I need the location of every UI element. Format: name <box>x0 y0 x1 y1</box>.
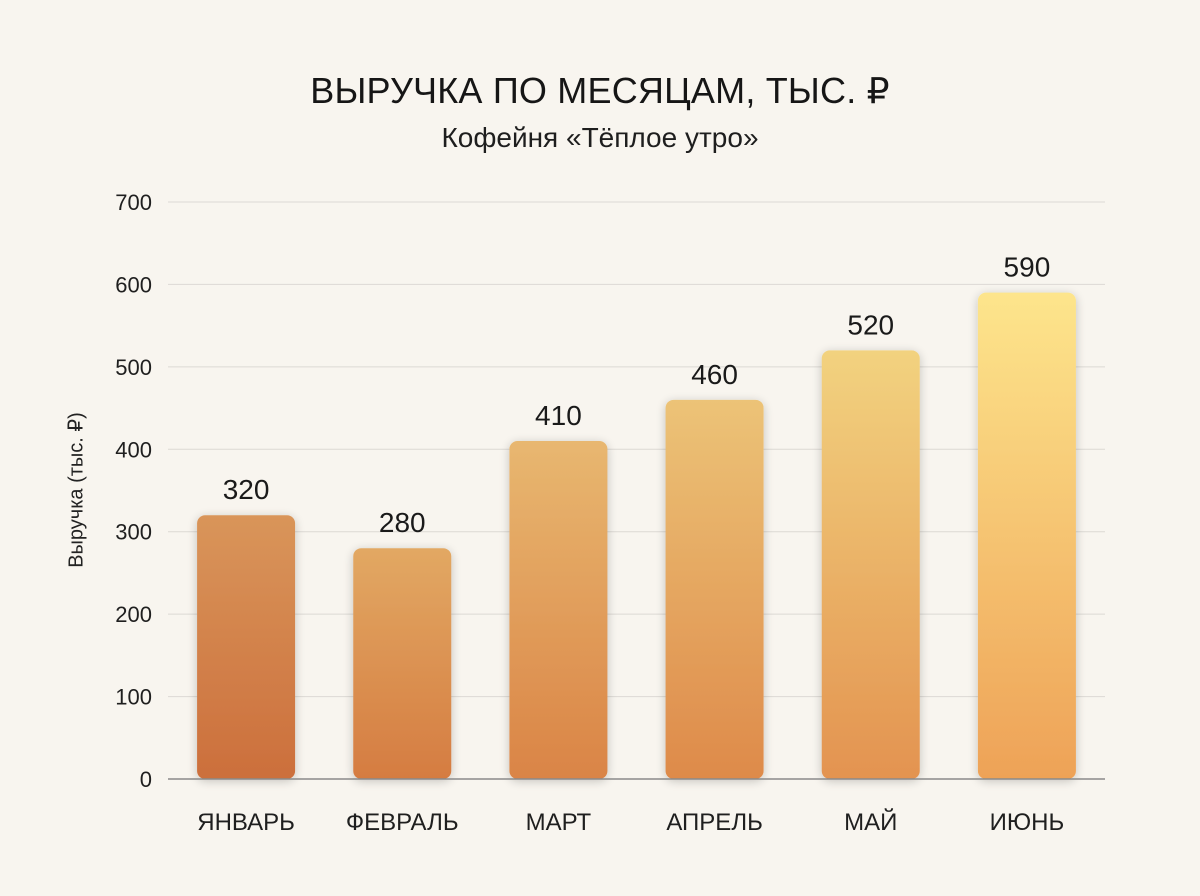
bar-6 <box>977 292 1076 779</box>
bar-value-label: 460 <box>691 359 738 390</box>
bar-value-label: 280 <box>379 507 426 538</box>
y-tick-label: 500 <box>115 355 152 380</box>
bar-5 <box>821 350 920 779</box>
x-category-label: ИЮНЬ <box>990 809 1065 836</box>
x-axis-categories: ЯНВАРЬ ФЕВРАЛЬ МАРТ АПРЕЛЬ МАЙ ИЮНЬ <box>197 808 1064 836</box>
x-category-label: ЯНВАРЬ <box>197 809 295 836</box>
bar-value-label: 590 <box>1004 252 1051 283</box>
x-category-label: МАЙ <box>844 808 897 836</box>
bar-3 <box>509 441 608 779</box>
bars <box>197 292 1076 779</box>
y-tick-label: 100 <box>115 685 152 710</box>
y-tick-label: 400 <box>115 437 152 462</box>
bar-value-label: 320 <box>223 474 270 505</box>
x-category-label: АПРЕЛЬ <box>666 809 763 836</box>
x-category-label: ФЕВРАЛЬ <box>346 809 459 836</box>
chart-subtitle: Кофейня «Тёплое утро» <box>441 122 759 153</box>
x-category-label: МАРТ <box>526 809 592 836</box>
bar-4 <box>665 399 764 779</box>
chart-title: ВЫРУЧКА ПО МЕСЯЦАМ, ТЫС. ₽ <box>310 70 890 111</box>
bar-value-label: 410 <box>535 400 582 431</box>
y-axis-ticks: 0 100 200 300 400 500 600 700 <box>115 190 152 792</box>
y-tick-label: 600 <box>115 272 152 297</box>
y-tick-label: 0 <box>140 767 152 792</box>
bar-value-label: 520 <box>847 309 894 340</box>
bar-2 <box>353 548 452 779</box>
y-tick-label: 300 <box>115 520 152 545</box>
y-tick-label: 700 <box>115 190 152 215</box>
data-labels: 320 280 410 460 520 590 <box>223 252 1051 539</box>
y-tick-label: 200 <box>115 602 152 627</box>
grid-lines <box>168 201 1105 698</box>
bar-1 <box>197 515 296 779</box>
